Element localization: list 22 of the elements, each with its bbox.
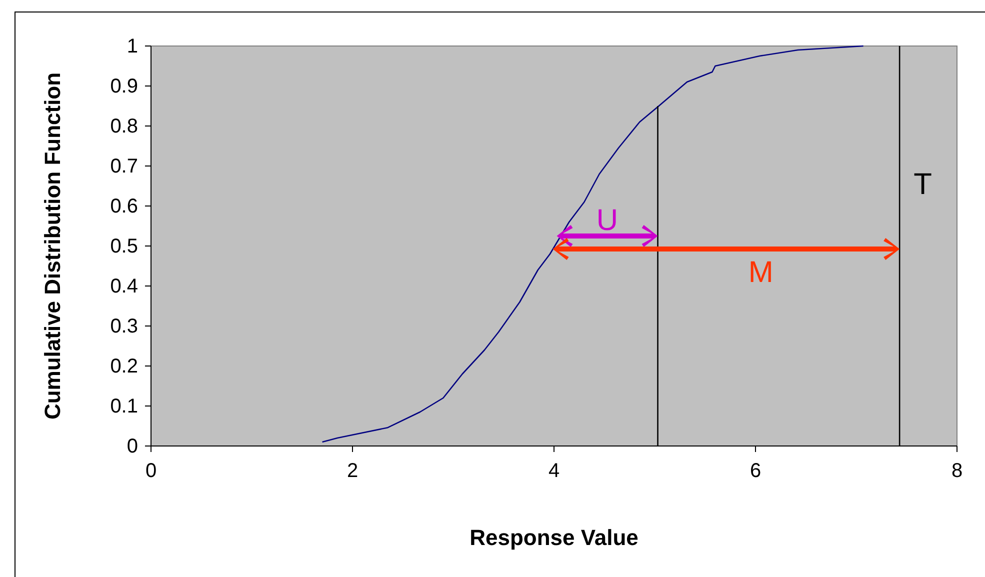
x-tick-label: 8 [951,460,963,482]
x-tick-label: 0 [145,460,157,482]
x-tick-label: 6 [750,460,762,482]
y-tick-label: 0.5 [110,235,138,258]
y-tick-label: 0 [126,435,138,458]
x-tick-label: 4 [548,460,560,482]
x-tick-label: 2 [346,460,358,482]
y-tick-label: 0.4 [110,275,138,298]
x-axis-title: Response Value [470,525,638,550]
y-tick-label: 0.2 [110,355,138,378]
y-tick-label: 1 [126,35,138,58]
y-tick-label: 0.7 [110,155,138,178]
annotation: U [596,204,618,237]
y-tick-label: 0.3 [110,315,138,338]
ref-line-label: T [914,168,932,201]
y-axis-title: Cumulative Distribution Function [40,72,65,420]
y-tick-label: 0.1 [110,395,138,418]
y-tick-label: 0.6 [110,195,138,218]
y-tick-label: 0.9 [110,75,138,98]
y-tick-label: 0.8 [110,115,138,138]
annotation: M [748,256,774,289]
line-series [322,45,864,443]
